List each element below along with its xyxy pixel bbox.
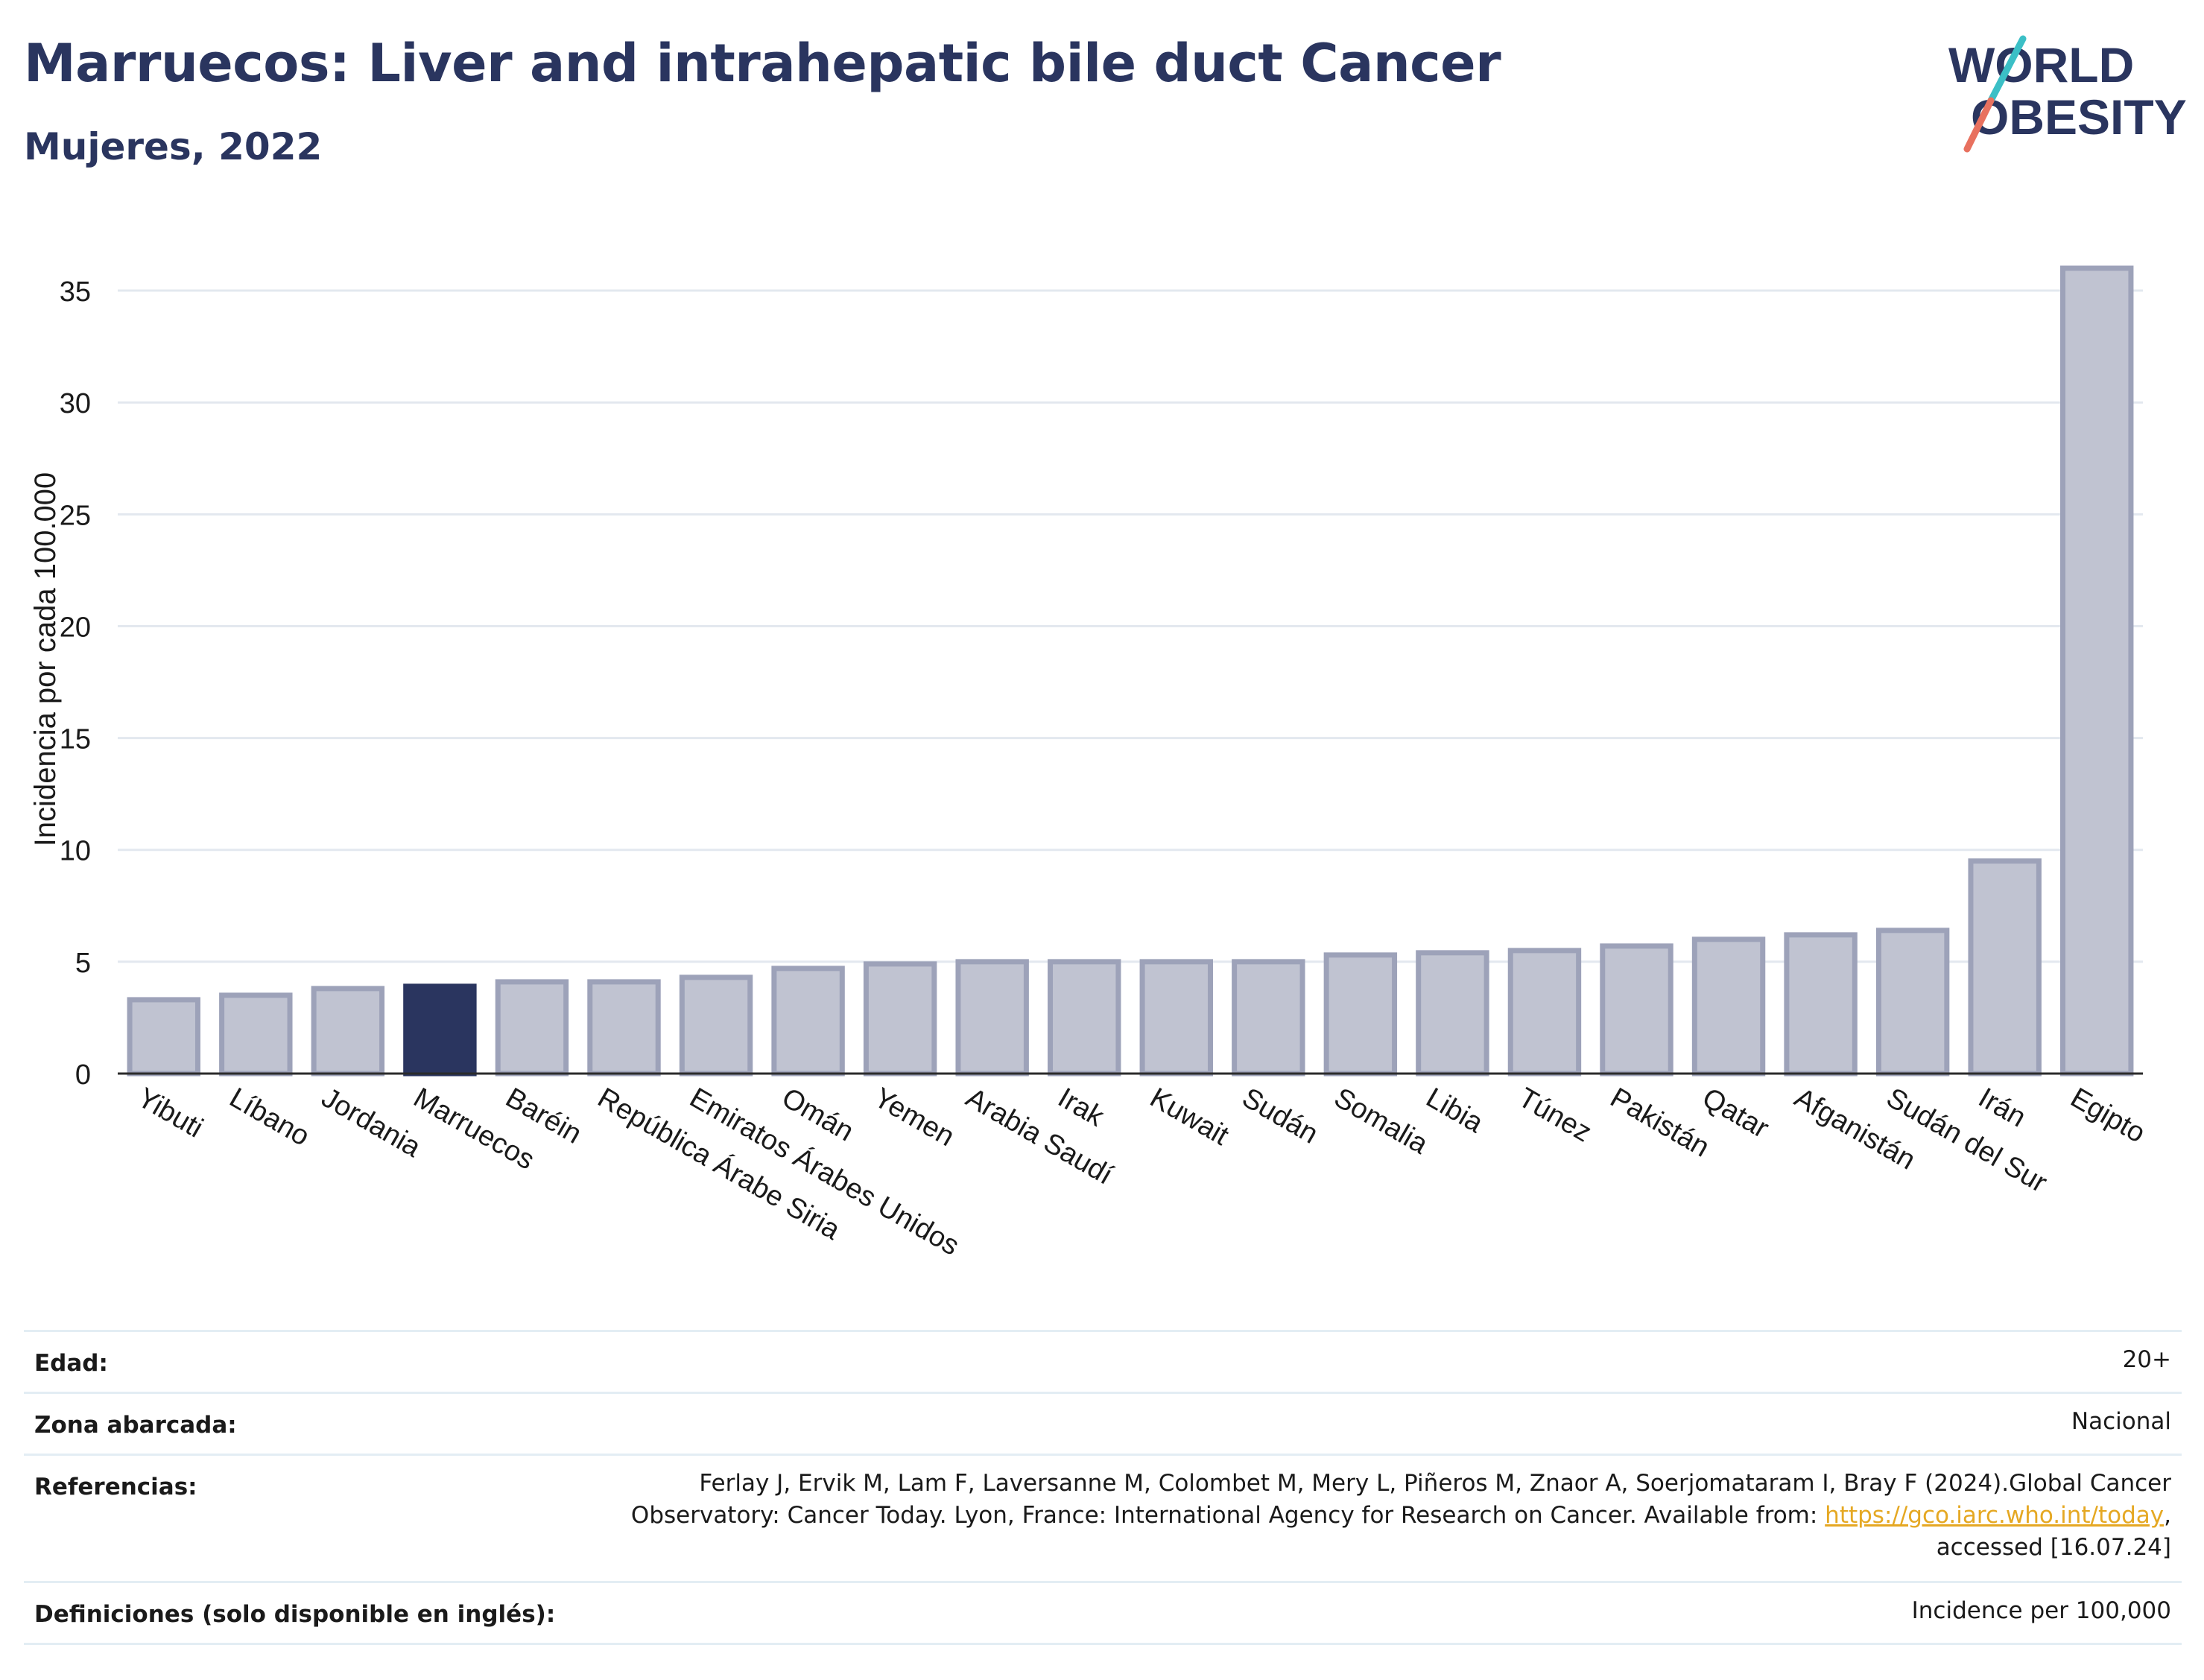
info-row-definitions: Definiciones (solo disponible en inglés)… [24,1581,2182,1643]
coverage-value: Nacional [2071,1408,2171,1435]
info-table: Edad: 20+ Zona abarcada: Nacional Refere… [24,1330,2182,1645]
references-line-1: Ferlay J, Ervik M, Lam F, Laversanne M, … [699,1470,2171,1497]
bar [1968,858,2042,1077]
age-label: Edad: [34,1350,108,1377]
x-tick-label: Irak [1053,1082,1110,1133]
info-bottom-border [24,1643,2182,1645]
x-tick-label: Libia [1421,1082,1489,1139]
bar [127,997,200,1077]
logo-stroke-teal [1987,35,2027,104]
info-row-coverage: Zona abarcada: Nacional [24,1392,2182,1454]
y-tick-label: 20 [60,612,91,643]
x-tick-label: Sudán [1237,1082,1323,1150]
x-tick-label: Líbano [224,1082,315,1152]
y-axis-ticks: 0 5 10 15 20 25 30 35 [60,276,91,1091]
info-row-age: Edad: 20+ [24,1330,2182,1392]
bar [1784,932,1858,1077]
y-tick-label: 5 [75,948,91,979]
bar [1323,952,1398,1077]
bar [587,979,661,1077]
age-value: 20+ [2122,1346,2171,1373]
logo-stroke-coral [1963,97,1995,153]
y-tick-label: 0 [75,1059,91,1091]
references-line-2: Observatory: Cancer Today. Lyon, France:… [631,1500,2171,1532]
references-label: Referencias: [34,1474,197,1500]
logo-text-obesity: OBESITY [1971,89,2187,145]
x-tick-label: Egipto [2065,1082,2150,1149]
bar [311,986,385,1077]
x-tick-label: Somalia [1329,1082,1434,1160]
bar [219,992,293,1077]
info-row-references: Referencias: Ferlay J, Ervik M, Lam F, L… [24,1454,2182,1581]
references-value: Ferlay J, Ervik M, Lam F, Laversanne M, … [631,1468,2171,1564]
x-tick-label: Irán [1973,1082,2031,1133]
bar [1691,936,1766,1077]
definitions-label: Definiciones (solo disponible en inglés)… [34,1601,556,1628]
bar [955,959,1029,1077]
x-tick-label: Kuwait [1144,1082,1234,1152]
bar [1048,959,1121,1077]
coverage-label: Zona abarcada: [34,1412,237,1439]
gridlines [118,289,2143,963]
references-line-3: accessed [16.07.24] [1936,1534,2171,1561]
y-tick-label: 30 [60,388,91,419]
x-tick-label: Yemen [869,1082,960,1153]
chart-title: Marruecos: Liver and intrahepatic bile d… [24,33,1501,94]
y-axis-label: Incidencia por cada 100.000 [29,472,62,847]
definitions-value: Incidence per 100,000 [1911,1597,2171,1624]
bar [863,961,937,1077]
y-tick-label: 15 [60,724,91,755]
bar [1507,948,1582,1077]
bar-highlight [403,983,477,1077]
bar [1600,943,1673,1077]
chart-subtitle: Mujeres, 2022 [24,125,323,168]
bar [1232,959,1305,1077]
bar [1139,959,1213,1077]
references-link[interactable]: https://gco.iarc.who.int/today [1825,1502,2165,1529]
x-tick-label: Yibuti [132,1082,208,1144]
logo-text-world: WORLD [1948,37,2134,92]
world-obesity-logo: WORLD OBESITY [1948,35,2187,153]
bar [1875,928,1950,1077]
bar [771,966,845,1077]
references-line-2-end: , [2164,1502,2171,1529]
bar [679,974,753,1077]
references-line-2-text: Observatory: Cancer Today. Lyon, France:… [630,1502,1825,1529]
bar [2060,265,2134,1077]
x-tick-label: Pakistán [1605,1082,1714,1163]
y-tick-label: 10 [60,836,91,867]
x-tick-label: Jordania [316,1082,426,1164]
y-tick-label: 25 [60,500,91,531]
bar [1416,950,1489,1077]
x-tick-label: Túnez [1513,1082,1596,1148]
bars [127,265,2134,1077]
bar [495,979,569,1077]
y-tick-label: 35 [60,276,91,308]
